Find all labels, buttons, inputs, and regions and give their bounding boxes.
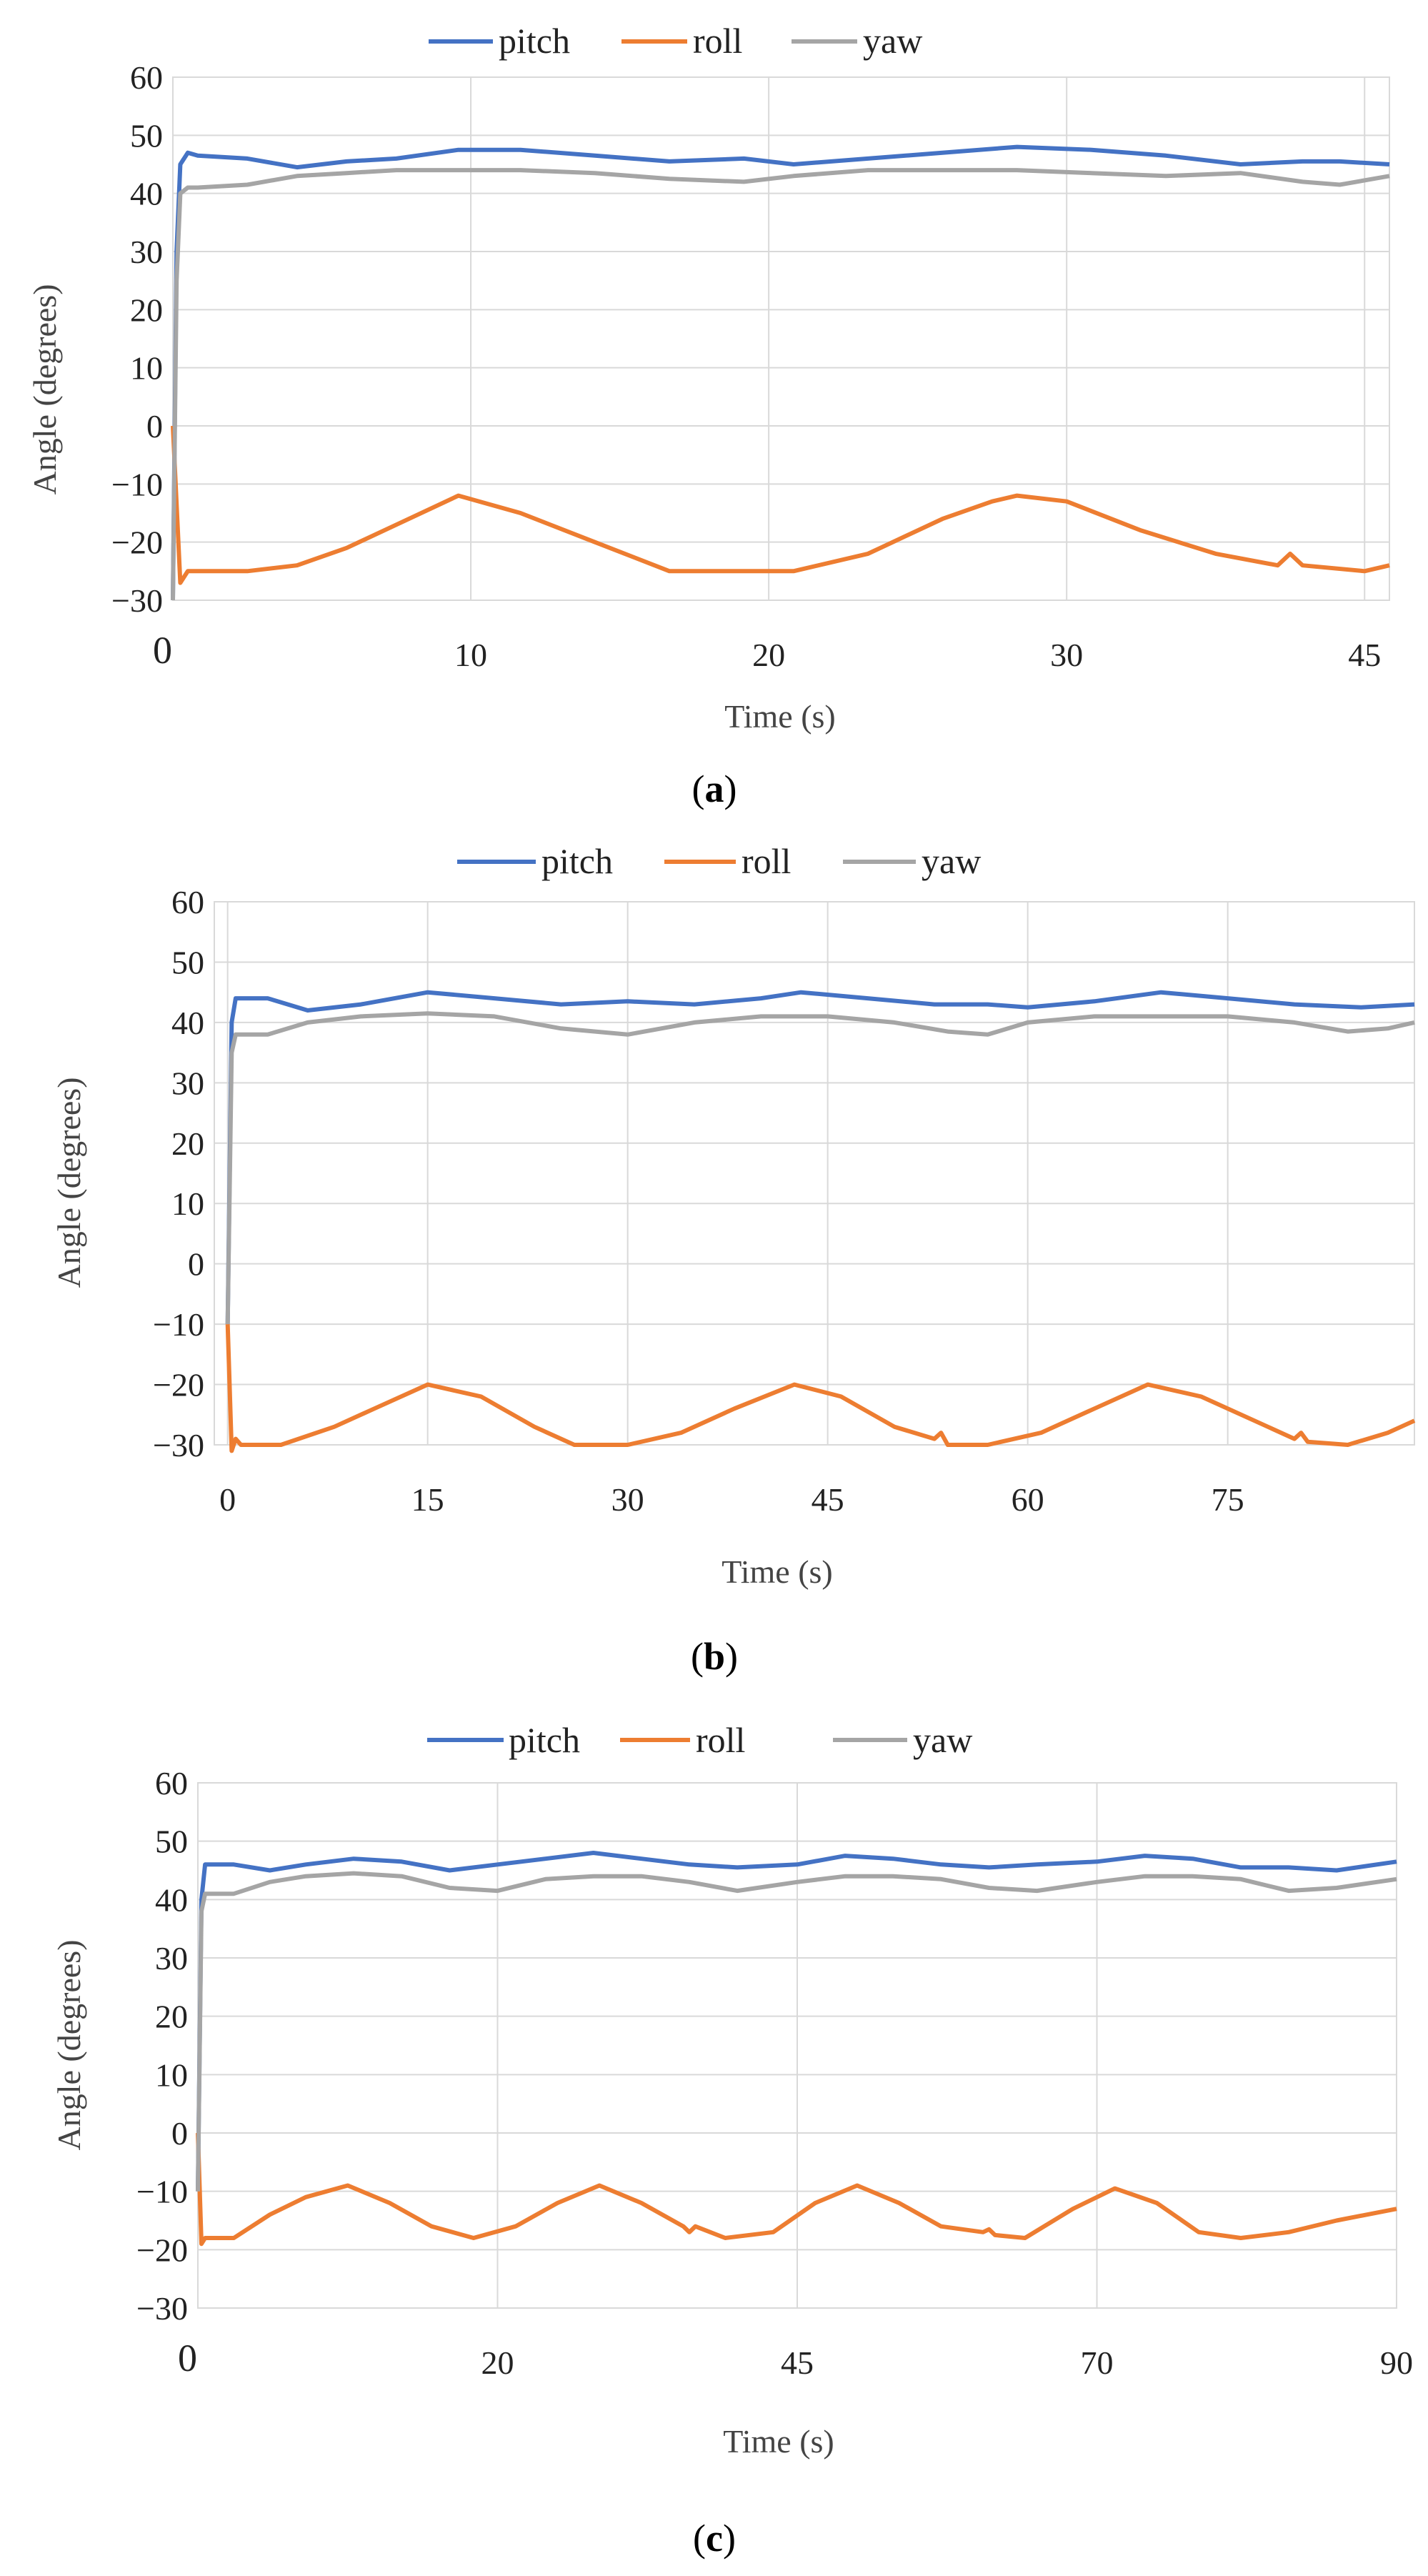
y-tick-labels: −30 −20 −10 0 10 20 30 40 50 60 — [111, 59, 163, 619]
y-tick-label: 0 — [171, 2115, 188, 2152]
y-tick-label: 20 — [130, 292, 163, 328]
yaw-line — [171, 168, 1390, 601]
roll-line — [225, 1324, 1416, 1453]
pitch-line — [171, 144, 1390, 601]
y-axis-title: Angle (degrees) — [51, 1077, 87, 1288]
plot-frame — [214, 901, 1415, 1446]
x-tick-labels: 0 15 30 45 60 75 — [219, 1481, 1244, 1518]
y-tick-label: −10 — [111, 466, 163, 502]
x-tick-label: 15 — [411, 1481, 444, 1518]
legend-yaw-label: yaw — [922, 841, 981, 881]
pitch-line — [196, 1851, 1397, 2192]
y-tick-label: 30 — [155, 1940, 188, 1976]
y-axis-title: Angle (degrees) — [26, 284, 63, 494]
legend-pitch-label: pitch — [509, 1720, 580, 1760]
legend-yaw-label: yaw — [913, 1720, 972, 1760]
x-tick-label: 75 — [1212, 1481, 1244, 1518]
y-tick-label: 40 — [130, 176, 163, 212]
x-tick-label: 0 — [219, 1481, 236, 1518]
y-tick-label: 30 — [171, 1065, 204, 1101]
panel-b: −30 −20 −10 0 10 20 30 40 50 60 0 15 30 45 60 75 pitch… — [51, 841, 1416, 1678]
y-tick-label: −30 — [136, 2290, 188, 2327]
x-tick-label: 20 — [752, 637, 785, 673]
x-tick-label: 90 — [1380, 2344, 1413, 2381]
y-axis-title: Angle (degrees) — [51, 1939, 87, 2150]
legend: pitch roll yaw — [457, 841, 981, 881]
x-tick-label: 45 — [812, 1481, 844, 1518]
x-tick-labels: 0 10 20 30 45 — [153, 629, 1381, 673]
y-tick-label: 30 — [130, 234, 163, 270]
y-tick-label: −20 — [111, 524, 163, 561]
x-tick-labels: 0 20 45 70 90 — [178, 2337, 1413, 2381]
legend: pitch roll yaw — [429, 21, 922, 61]
legend-roll-label: roll — [693, 21, 742, 61]
y-tick-labels: −30 −20 −10 0 10 20 30 40 50 60 — [153, 884, 204, 1463]
x-tick-label: 10 — [454, 637, 487, 673]
y-tick-label: −30 — [111, 582, 163, 619]
y-tick-label: −20 — [136, 2232, 188, 2268]
y-tick-label: 40 — [171, 1005, 204, 1041]
panel-label-b: (b) — [691, 1635, 738, 1678]
roll-line — [171, 425, 1390, 585]
legend-roll-label: roll — [742, 841, 791, 881]
roll-line — [196, 2132, 1397, 2247]
y-tick-label: −10 — [136, 2174, 188, 2210]
y-tick-label: 0 — [188, 1246, 204, 1283]
x-tick-label: 30 — [611, 1481, 644, 1518]
x-tick-label: 0 — [153, 629, 172, 672]
x-tick-label: 60 — [1012, 1481, 1044, 1518]
x-tick-label: 70 — [1081, 2344, 1114, 2381]
x-tick-label: 45 — [781, 2344, 814, 2381]
x-tick-label: 30 — [1050, 637, 1083, 673]
y-tick-label: 60 — [130, 59, 163, 96]
x-axis-title: Time (s) — [723, 2423, 834, 2460]
plot-frame — [172, 76, 1390, 601]
series-lines — [196, 1851, 1397, 2247]
x-tick-label: 0 — [178, 2337, 197, 2379]
y-tick-label: 10 — [171, 1185, 204, 1222]
y-tick-label: −20 — [153, 1367, 204, 1403]
series-lines — [225, 990, 1416, 1453]
y-tick-label: 20 — [171, 1125, 204, 1162]
y-tick-label: 20 — [155, 1999, 188, 2035]
legend: pitch roll yaw — [427, 1720, 972, 1760]
y-tick-label: 60 — [155, 1765, 188, 1801]
gridlines — [172, 76, 1390, 601]
panel-label-c: (c) — [693, 2517, 736, 2560]
y-tick-label: 50 — [155, 1824, 188, 1860]
x-tick-label: 45 — [1348, 637, 1381, 673]
y-tick-label: 50 — [130, 117, 163, 154]
y-tick-labels: −30 −20 −10 0 10 20 30 40 50 60 — [136, 1765, 188, 2327]
x-axis-title: Time (s) — [722, 1553, 833, 1590]
legend-roll-label: roll — [696, 1720, 745, 1760]
gridlines — [214, 901, 1415, 1446]
panel-a: −30 −20 −10 0 10 20 30 40 50 60 0 10 20 30 45 pitch r… — [26, 21, 1390, 810]
yaw-line — [225, 1011, 1415, 1325]
yaw-line — [196, 1871, 1397, 2192]
y-tick-label: −30 — [153, 1427, 204, 1463]
y-tick-label: −10 — [153, 1306, 204, 1343]
legend-pitch-label: pitch — [499, 21, 570, 61]
series-lines — [171, 144, 1390, 601]
legend-yaw-label: yaw — [863, 21, 922, 61]
x-axis-title: Time (s) — [724, 698, 836, 735]
x-tick-label: 20 — [481, 2344, 514, 2381]
legend-pitch-label: pitch — [541, 841, 613, 881]
panel-label-a: (a) — [692, 767, 737, 810]
pitch-line — [225, 990, 1415, 1325]
y-tick-label: 0 — [146, 408, 163, 444]
y-tick-label: 10 — [130, 350, 163, 387]
y-tick-label: 40 — [155, 1881, 188, 1918]
y-tick-label: 50 — [171, 944, 204, 980]
panel-c: −30 −20 −10 0 10 20 30 40 50 60 0 20 45 70 90 pitch r… — [51, 1720, 1413, 2560]
y-tick-label: 10 — [155, 2057, 188, 2093]
y-tick-label: 60 — [171, 884, 204, 920]
